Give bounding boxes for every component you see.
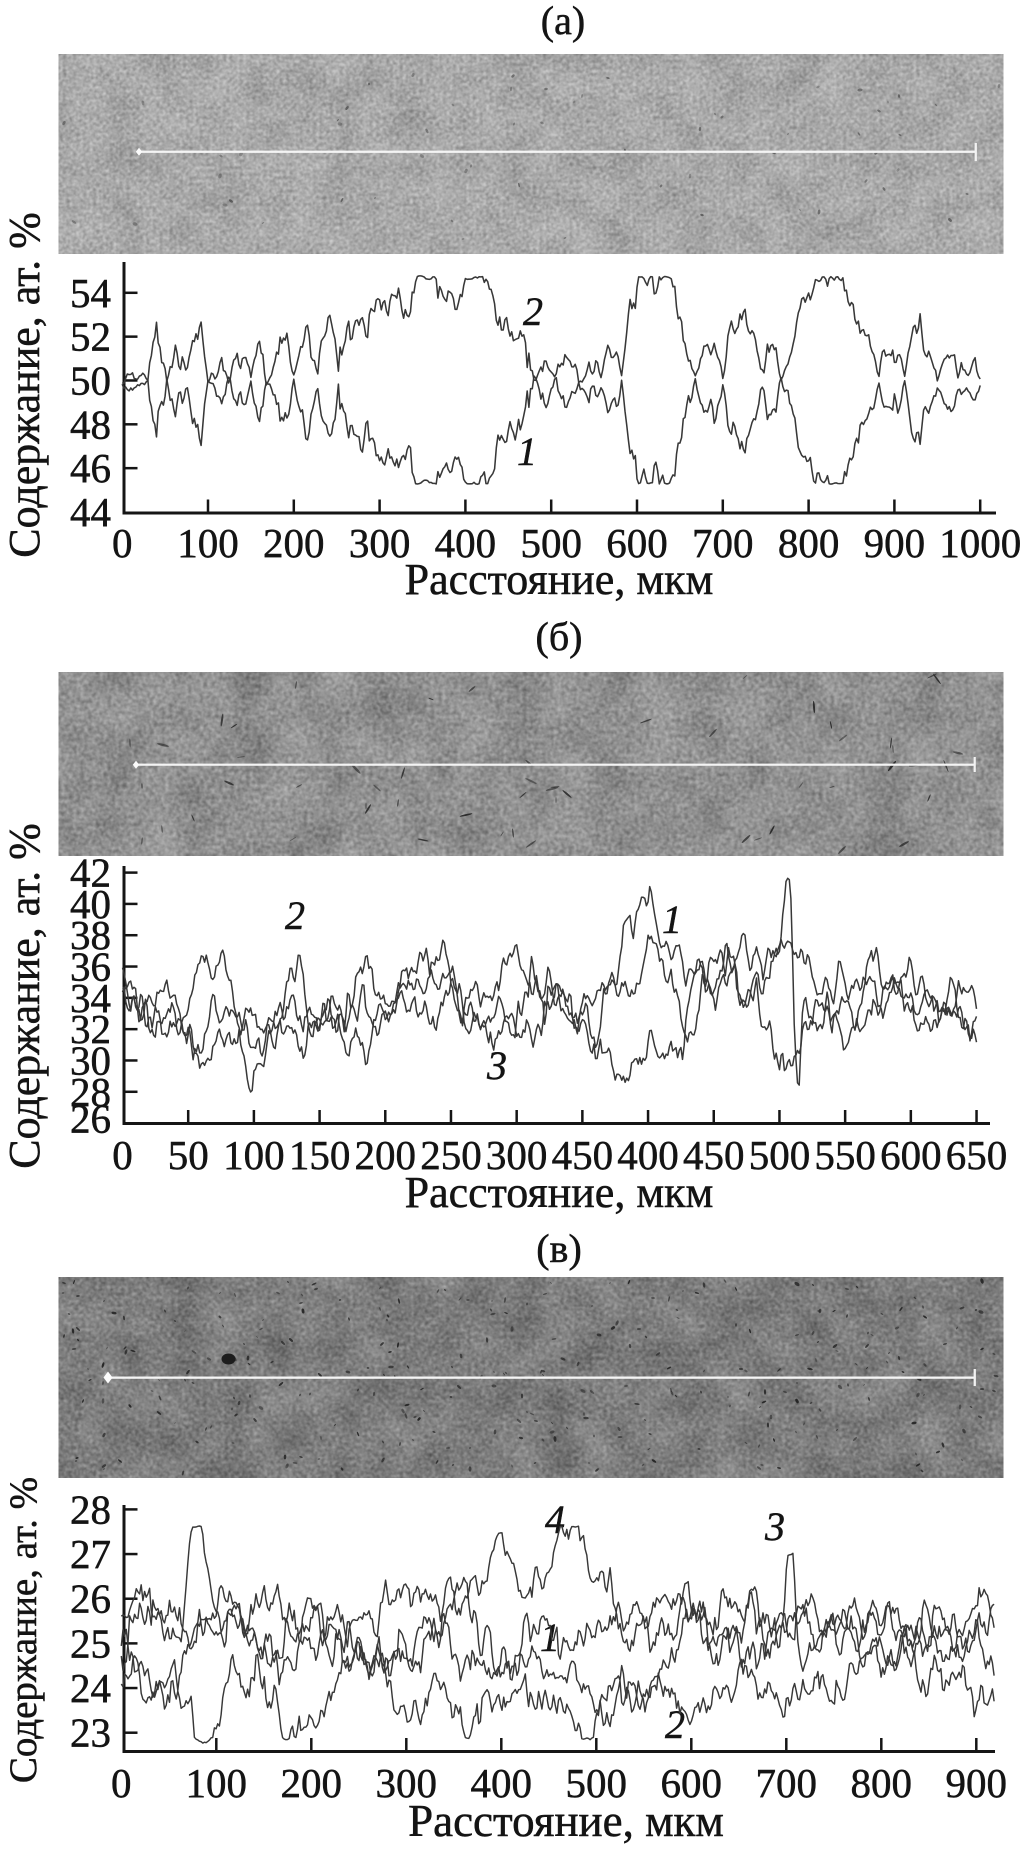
svg-text:54: 54 — [70, 270, 111, 316]
svg-text:40: 40 — [70, 881, 111, 927]
svg-text:900: 900 — [864, 520, 926, 566]
svg-text:700: 700 — [692, 520, 754, 566]
svg-text:50: 50 — [70, 357, 111, 403]
svg-text:4: 4 — [545, 1497, 565, 1542]
svg-text:32: 32 — [70, 1006, 111, 1052]
svg-text:42: 42 — [70, 850, 111, 896]
svg-text:23: 23 — [70, 1710, 111, 1756]
svg-text:50: 50 — [168, 1132, 209, 1178]
svg-text:46: 46 — [70, 445, 111, 491]
svg-text:2: 2 — [523, 289, 543, 334]
svg-text:300: 300 — [376, 1760, 438, 1806]
svg-text:200: 200 — [355, 1132, 417, 1178]
svg-text:3: 3 — [764, 1504, 785, 1549]
svg-text:44: 44 — [70, 489, 111, 535]
svg-text:450: 450 — [683, 1132, 745, 1178]
svg-text:30: 30 — [70, 1037, 111, 1083]
svg-text:600: 600 — [661, 1760, 723, 1806]
svg-text:28: 28 — [70, 1486, 111, 1532]
svg-text:600: 600 — [606, 520, 668, 566]
svg-text:3: 3 — [486, 1043, 507, 1088]
svg-text:0: 0 — [111, 1760, 132, 1806]
svg-text:48: 48 — [70, 401, 111, 447]
svg-text:27: 27 — [70, 1531, 111, 1577]
svg-text:Расстояние, мкм: Расстояние, мкм — [405, 1168, 714, 1217]
svg-text:Расстояние, мкм: Расстояние, мкм — [408, 1796, 724, 1846]
svg-text:24: 24 — [70, 1665, 111, 1711]
svg-text:650: 650 — [946, 1132, 1008, 1178]
svg-text:Содержание, ат. %: Содержание, ат. % — [0, 823, 49, 1169]
svg-text:400: 400 — [471, 1760, 533, 1806]
svg-text:1: 1 — [517, 429, 537, 474]
svg-text:500: 500 — [749, 1132, 811, 1178]
svg-text:300: 300 — [486, 1132, 548, 1178]
svg-text:36: 36 — [70, 944, 111, 990]
svg-text:550: 550 — [814, 1132, 876, 1178]
svg-text:250: 250 — [420, 1132, 482, 1178]
svg-text:0: 0 — [112, 520, 133, 566]
svg-text:34: 34 — [70, 975, 111, 1021]
svg-text:400: 400 — [435, 520, 497, 566]
svg-text:100: 100 — [223, 1132, 285, 1178]
svg-text:26: 26 — [70, 1576, 111, 1622]
svg-text:0: 0 — [112, 1132, 133, 1178]
svg-text:26: 26 — [70, 1096, 111, 1142]
svg-text:900: 900 — [946, 1760, 1008, 1806]
svg-text:1: 1 — [540, 1615, 560, 1660]
svg-text:Содержание, ат. %: Содержание, ат. % — [2, 1477, 45, 1783]
svg-text:(а): (а) — [541, 0, 585, 43]
svg-text:200: 200 — [281, 1760, 343, 1806]
svg-text:100: 100 — [177, 520, 239, 566]
svg-text:(в): (в) — [536, 1226, 582, 1271]
svg-text:52: 52 — [70, 314, 111, 360]
svg-text:2: 2 — [285, 893, 305, 938]
svg-text:200: 200 — [263, 520, 325, 566]
svg-text:400: 400 — [617, 1132, 679, 1178]
svg-text:25: 25 — [70, 1620, 111, 1666]
svg-text:600: 600 — [880, 1132, 942, 1178]
svg-text:700: 700 — [756, 1760, 818, 1806]
svg-text:(б): (б) — [536, 614, 583, 659]
svg-text:500: 500 — [520, 520, 582, 566]
svg-text:500: 500 — [566, 1760, 628, 1806]
svg-text:450: 450 — [552, 1132, 614, 1178]
svg-text:38: 38 — [70, 912, 111, 958]
svg-text:28: 28 — [70, 1069, 111, 1115]
svg-text:1000: 1000 — [939, 520, 1021, 566]
svg-text:100: 100 — [186, 1760, 248, 1806]
svg-text:Расстояние, мкм: Расстояние, мкм — [405, 555, 714, 604]
svg-text:Содержание, ат. %: Содержание, ат. % — [0, 212, 49, 558]
svg-text:300: 300 — [349, 520, 411, 566]
svg-text:1: 1 — [662, 897, 682, 942]
svg-text:800: 800 — [778, 520, 840, 566]
svg-text:800: 800 — [851, 1760, 913, 1806]
svg-text:150: 150 — [289, 1132, 351, 1178]
